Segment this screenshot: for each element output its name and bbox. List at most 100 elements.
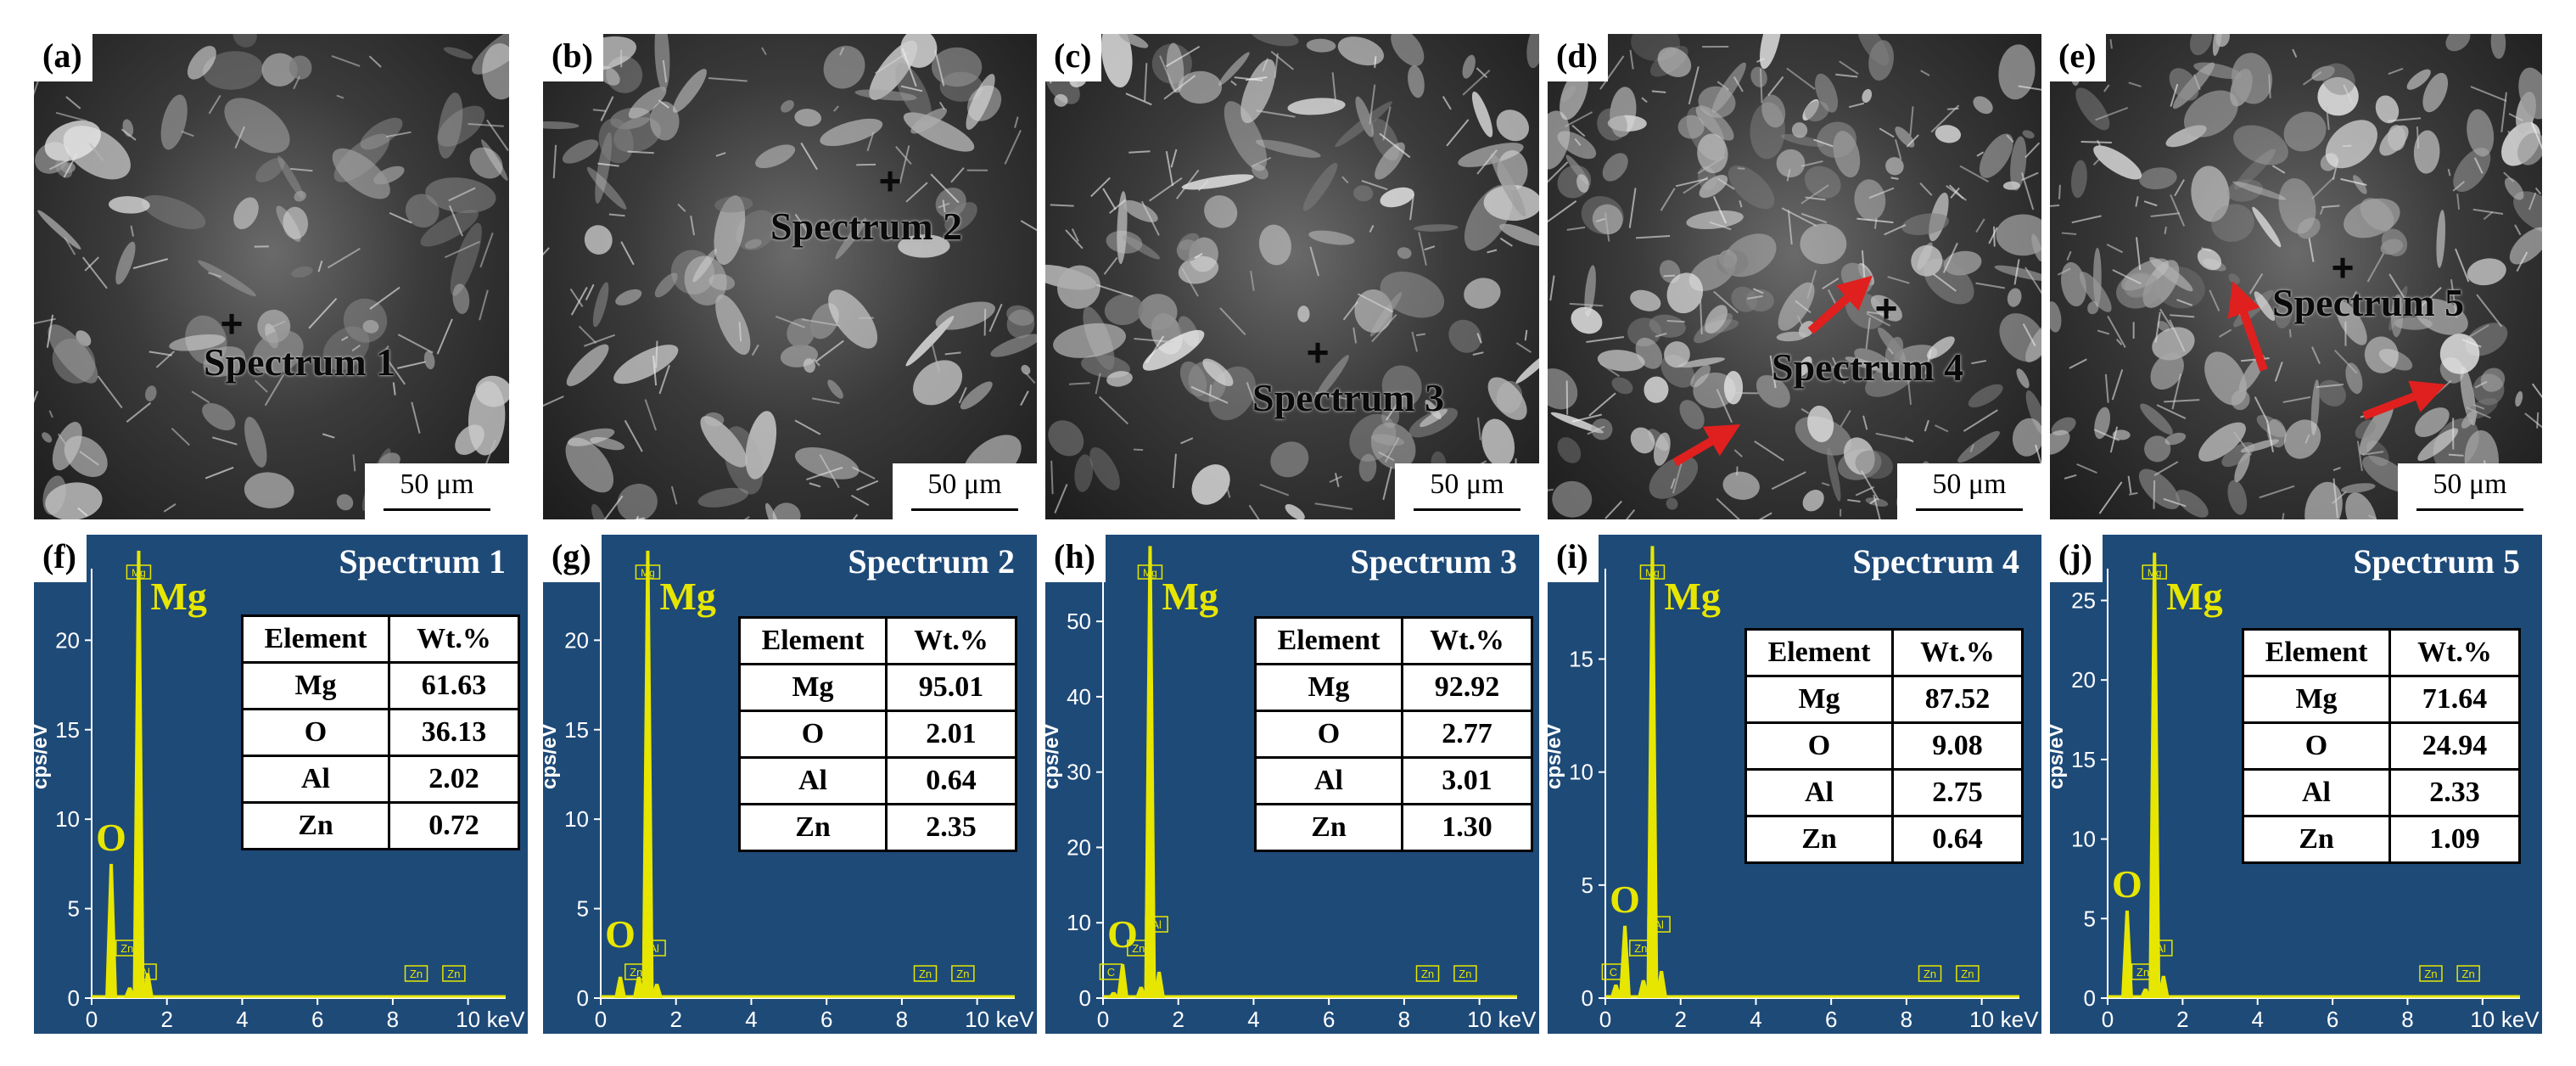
table-header: Wt.%	[1401, 616, 1533, 665]
x-tick-label: 4	[1750, 1007, 1761, 1032]
svg-text:Zn: Zn	[120, 942, 133, 955]
x-tick-label: 0	[1097, 1007, 1109, 1032]
spectrum-peak-mg	[132, 550, 145, 998]
svg-text:Zn: Zn	[2136, 966, 2149, 979]
spectrum-label: Spectrum 2	[770, 205, 963, 248]
table-cell: 0.64	[885, 756, 1017, 805]
spectrum-crosshair: +	[1874, 286, 1898, 330]
spectrum-peak-al	[1655, 971, 1668, 998]
svg-text:Zn: Zn	[630, 966, 642, 979]
svg-text:Zn: Zn	[447, 968, 460, 980]
y-tick-label: 0	[2084, 985, 2096, 1011]
svg-text:Zn: Zn	[1132, 942, 1145, 955]
table-header: Wt.%	[885, 616, 1017, 665]
panel-label: (j)	[2050, 535, 2103, 582]
y-axis-label: cps/eV	[1045, 723, 1063, 789]
spectrum-peak-mg	[1646, 546, 1659, 998]
x-tick-label: 2	[2176, 1007, 2188, 1032]
table-header: Element	[738, 616, 888, 665]
table-cell: Mg	[241, 661, 390, 710]
peak-marker-zn: Zn	[2456, 965, 2480, 982]
y-tick-label: 50	[1067, 609, 1091, 634]
peak-marker-al: Al	[1145, 916, 1168, 933]
x-tick-label: 8	[1398, 1007, 1410, 1032]
spectrum-peak-mg	[2148, 553, 2161, 998]
spectrum-title: Spectrum 4	[1852, 542, 2019, 581]
spectrum-peak-al	[142, 973, 154, 998]
table-cell: Mg	[1744, 675, 1894, 724]
eds-spectrum-f: 0 5 10 15 20 0 2 4 6 8 10 keV Mg O Al Zn Zn Zn Mg (f) Spec…	[34, 535, 528, 1034]
x-tick-label: 0	[1599, 1007, 1611, 1032]
table-cell: 2.02	[388, 755, 520, 804]
spectrum-peak-o	[614, 976, 627, 998]
y-tick-label: 0	[68, 985, 80, 1011]
y-tick-label: 0	[1079, 985, 1091, 1011]
table-cell: 2.75	[1891, 768, 2024, 817]
red-arrow	[2227, 281, 2446, 420]
composition-table: Element Wt.% Mg 95.01 O 2.01 Al 0.64 Zn 2.35	[738, 616, 1017, 852]
peak-marker-zn: Zn	[2419, 965, 2443, 982]
table-cell: O	[2242, 721, 2391, 771]
panel-label: (h)	[1045, 535, 1106, 582]
peak-marker-al: Al	[1647, 916, 1671, 933]
svg-text:Mg: Mg	[2148, 567, 2162, 579]
x-tick-label: 10	[456, 1007, 480, 1032]
spectrum-crosshair: +	[878, 159, 902, 203]
x-tick-label: 10	[965, 1007, 989, 1032]
spectrum-label: Spectrum 3	[1252, 376, 1445, 419]
table-cell: 2.01	[885, 710, 1017, 759]
spectrum-peak-mg	[1144, 546, 1156, 998]
svg-text:Zn: Zn	[2462, 968, 2475, 980]
peak-label-o: O	[605, 912, 636, 956]
table-cell: 2.77	[1401, 710, 1533, 759]
table-cell: O	[738, 710, 888, 759]
table-cell: 36.13	[388, 708, 520, 757]
table-cell: O	[1744, 721, 1894, 771]
table-header: Wt.%	[2388, 628, 2521, 677]
x-tick-label: 10	[1969, 1007, 1994, 1032]
peak-marker-zn: Zn	[1629, 940, 1653, 957]
table-cell: 2.33	[2388, 768, 2521, 817]
svg-text:Mg: Mg	[1645, 567, 1660, 579]
eds-spectrum-i: 0 5 10 15 0 2 4 6 8 10 keV Mg O C Zn Al Zn Zn Mg (i) Spect…	[1548, 535, 2041, 1034]
x-axis-unit: keV	[996, 1007, 1034, 1032]
spectrum-peak-o	[1117, 964, 1129, 998]
svg-text:Mg: Mg	[132, 567, 146, 579]
scale-bar: 50 μm	[1897, 463, 2041, 519]
svg-text:Zn: Zn	[919, 968, 932, 980]
eds-spectrum-h: 0 10 20 30 40 50 0 2 4 6 8 10 keV Mg O C Zn Al Zn Zn Mg (h) …	[1045, 535, 1539, 1034]
table-header: Element	[1254, 616, 1403, 665]
spectrum-title: Spectrum 1	[339, 542, 506, 581]
peak-marker-mg-top: Mg	[1639, 564, 1666, 580]
y-tick-label: 30	[1067, 760, 1091, 785]
x-tick-label: 6	[1825, 1007, 1837, 1032]
panel-label: (d)	[1548, 34, 1608, 81]
table-cell: Mg	[1254, 663, 1403, 712]
peak-label-mg: Mg	[150, 575, 206, 618]
table-cell: Al	[738, 756, 888, 805]
spectrum-label: Spectrum 1	[204, 340, 396, 384]
x-tick-label: 4	[745, 1007, 757, 1032]
x-tick-label: 10	[2470, 1007, 2495, 1032]
composition-table: Element Wt.% Mg 71.64 O 24.94 Al 2.33 Zn 1.09	[2242, 628, 2521, 864]
x-tick-label: 0	[86, 1007, 98, 1032]
table-cell: Zn	[738, 803, 888, 852]
spectrum-peak-al	[1153, 971, 1166, 998]
scale-bar: 50 μm	[2398, 463, 2542, 519]
peak-marker-zn: Zn	[442, 965, 466, 982]
x-tick-label: 2	[1172, 1007, 1184, 1032]
x-axis-unit: keV	[2501, 1007, 2540, 1032]
peak-marker-mg-top: Mg	[1137, 564, 1163, 580]
peak-marker-zn: Zn	[913, 965, 938, 982]
svg-text:Zn: Zn	[2424, 968, 2437, 980]
composition-table: Element Wt.% Mg 61.63 O 36.13 Al 2.02 Zn 0.72	[241, 614, 520, 850]
table-cell: Al	[1744, 768, 1894, 817]
red-arrow	[1672, 275, 1873, 467]
peak-label-mg: Mg	[1664, 575, 1720, 618]
x-axis-unit: keV	[487, 1007, 525, 1032]
svg-text:Al: Al	[649, 942, 659, 955]
peak-marker-zn: Zn	[951, 965, 975, 982]
table-header: Wt.%	[1891, 628, 2024, 677]
y-tick-label: 15	[2071, 747, 2096, 772]
table-cell: Al	[241, 755, 390, 804]
